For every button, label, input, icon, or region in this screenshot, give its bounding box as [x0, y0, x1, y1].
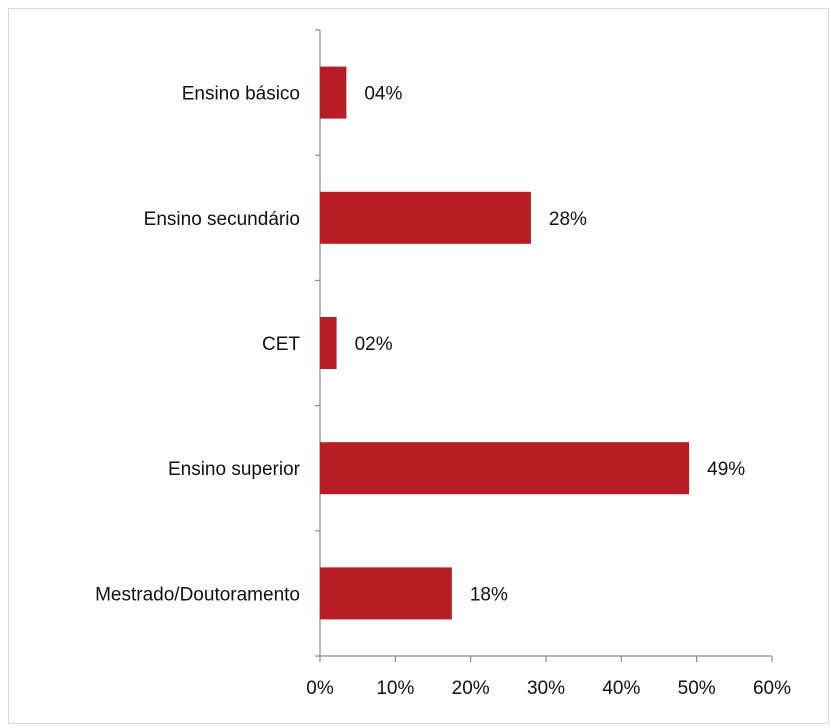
- bar: [320, 191, 531, 244]
- x-tick-label: 30%: [527, 678, 565, 699]
- category-label: Ensino básico: [182, 84, 300, 105]
- x-tick-label: 40%: [602, 678, 640, 699]
- data-label: 28%: [549, 209, 587, 230]
- x-tick-label: 60%: [753, 678, 791, 699]
- category-label: CET: [262, 334, 300, 355]
- data-label: 49%: [707, 459, 745, 480]
- data-label: 02%: [355, 334, 393, 355]
- category-label: Ensino superior: [168, 459, 301, 480]
- x-tick-label: 10%: [376, 678, 414, 699]
- data-label: 04%: [364, 84, 402, 105]
- bar: [320, 442, 690, 495]
- x-tick-label: 20%: [452, 678, 490, 699]
- bar: [320, 317, 337, 369]
- category-label: Mestrado/Doutoramento: [95, 584, 300, 605]
- category-label: Ensino secundário: [144, 209, 300, 230]
- x-tick-label: 50%: [678, 678, 716, 699]
- data-label: 18%: [470, 584, 508, 605]
- bar: [320, 66, 347, 119]
- x-tick-label: 0%: [306, 678, 334, 699]
- bar: [320, 567, 452, 620]
